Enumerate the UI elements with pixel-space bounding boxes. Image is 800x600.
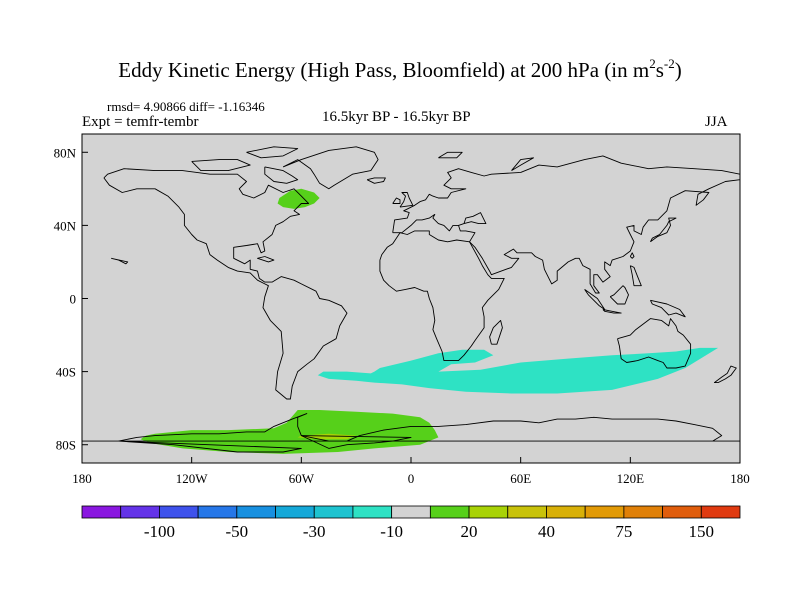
title-main: Eddy Kinetic Energy (High Pass, Bloomfie… xyxy=(118,58,650,82)
colorbar-label: 150 xyxy=(689,522,715,541)
coastline-18 xyxy=(257,256,275,263)
colorbar-swatch xyxy=(429,505,470,519)
colorbar-swatch xyxy=(236,505,276,519)
coastline-7 xyxy=(713,365,737,384)
region-southern-ocean-negative xyxy=(317,347,719,394)
coastline-17 xyxy=(366,177,386,184)
coastline-15 xyxy=(399,192,414,208)
x-tick-label: 120W xyxy=(176,471,209,486)
coastline-11 xyxy=(649,299,686,318)
coastline-19 xyxy=(82,413,740,442)
colorbar-label: -30 xyxy=(303,522,326,541)
colorbar-swatch xyxy=(352,505,393,519)
colorbar-swatch xyxy=(584,505,625,519)
coastline-23 xyxy=(246,146,299,159)
colorbar: -100 -50 -30 -10 20 40 75 150 xyxy=(81,505,741,541)
colorbar-label: 40 xyxy=(538,522,555,541)
x-tick-label: 60E xyxy=(510,471,531,486)
x-tick-label: 60W xyxy=(289,471,315,486)
coastline-9 xyxy=(609,285,629,305)
x-tick-label: 120E xyxy=(617,471,645,486)
title-sup-1: 2 xyxy=(649,56,656,71)
period-label: 16.5kyr BP - 16.5kyr BP xyxy=(322,109,471,125)
coastline-27 xyxy=(111,257,129,265)
colorbar-label: 75 xyxy=(615,522,632,541)
title-mid: s xyxy=(655,58,664,82)
plot-title: Eddy Kinetic Energy (High Pass, Bloomfie… xyxy=(0,56,800,83)
x-axis: 180 120W 60W 0 60E 120E 180 xyxy=(72,457,750,486)
x-tick-label: 180 xyxy=(72,471,92,486)
coastline-12 xyxy=(650,217,677,243)
y-tick-label: 0 xyxy=(70,292,77,307)
colorbar-label: -100 xyxy=(144,522,175,541)
coastline-25 xyxy=(511,157,534,171)
y-tick-label: 80S xyxy=(56,438,76,453)
x-tick-label: 0 xyxy=(408,471,415,486)
colorbar-label: -10 xyxy=(380,522,403,541)
title-sup-2: -2 xyxy=(663,56,675,71)
coastline-5 xyxy=(489,319,503,345)
colorbar-swatch xyxy=(159,505,199,519)
colorbar-label: 20 xyxy=(461,522,478,541)
y-tick-label: 40S xyxy=(56,365,76,380)
coastline-6 xyxy=(617,318,692,369)
title-close: ) xyxy=(674,58,682,82)
coastline-21 xyxy=(118,440,302,453)
coastline-4 xyxy=(379,230,505,362)
colorbar-label: -50 xyxy=(225,522,248,541)
coastline-1 xyxy=(103,168,348,400)
colorbar-swatch xyxy=(313,505,354,519)
colorbar-swatch xyxy=(507,505,547,519)
coastlines xyxy=(82,146,740,453)
coastline-13 xyxy=(629,252,635,259)
coastline-24 xyxy=(264,166,299,184)
coastline-16 xyxy=(392,197,401,204)
season-label: JJA xyxy=(705,114,728,130)
colorbar-swatch xyxy=(623,505,663,519)
coastline-8 xyxy=(584,289,606,310)
anomaly-regions xyxy=(140,188,719,454)
colorbar-swatch xyxy=(120,505,160,519)
colorbar-swatch xyxy=(662,505,702,519)
colorbar-swatch xyxy=(546,505,586,519)
colorbar-swatch xyxy=(81,505,122,519)
stats-text: rmsd= 4.90866 diff= -1.16346 xyxy=(107,99,265,114)
colorbar-swatch xyxy=(391,505,431,519)
coastline-14 xyxy=(629,265,642,287)
y-tick-label: 80N xyxy=(54,145,77,160)
experiment-label: Expt = temfr-tembr xyxy=(82,114,199,130)
coastline-22 xyxy=(191,159,251,172)
colorbar-swatch xyxy=(468,505,509,519)
coastline-26 xyxy=(438,151,463,159)
y-axis: 80N 40N 0 40S 80S xyxy=(54,145,88,453)
x-tick-label: 180 xyxy=(730,471,750,486)
coastline-10 xyxy=(602,309,622,314)
y-tick-label: 40N xyxy=(54,218,77,233)
coastline-20 xyxy=(301,435,412,449)
coastline-3 xyxy=(392,155,740,294)
colorbar-swatch xyxy=(700,505,741,519)
map-background xyxy=(82,134,740,463)
region-north-atlantic-positive xyxy=(277,188,320,209)
coastline-2 xyxy=(282,146,379,190)
region-antarctic-positive xyxy=(140,410,439,454)
colorbar-swatch xyxy=(275,505,315,519)
colorbar-swatch xyxy=(197,505,238,519)
